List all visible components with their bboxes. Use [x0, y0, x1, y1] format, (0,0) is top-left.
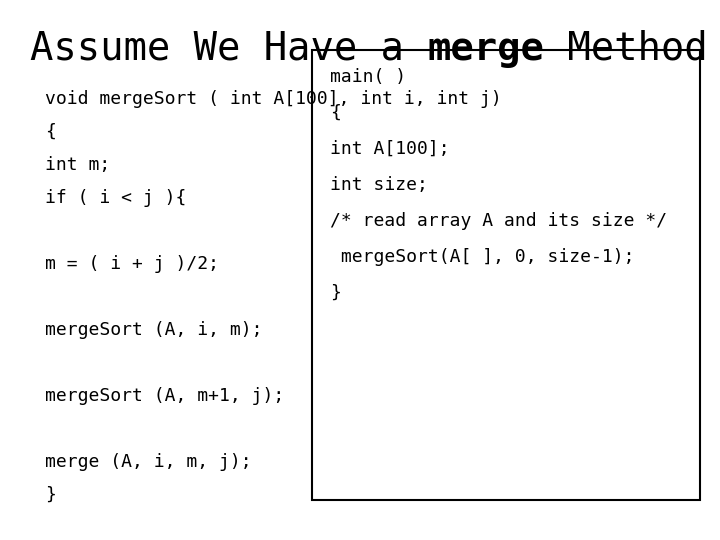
Text: {: { [45, 123, 56, 141]
Text: Assume We Have a: Assume We Have a [30, 30, 428, 68]
Text: void mergeSort ( int A[100], int i, int j): void mergeSort ( int A[100], int i, int … [45, 90, 502, 108]
Text: if ( i < j ){: if ( i < j ){ [45, 189, 186, 207]
Text: mergeSort (A, i, m);: mergeSort (A, i, m); [45, 321, 263, 339]
Text: int size;: int size; [330, 176, 428, 194]
Text: m = ( i + j )/2;: m = ( i + j )/2; [45, 255, 219, 273]
Text: /* read array A and its size */: /* read array A and its size */ [330, 212, 667, 230]
Text: Method: Method [544, 30, 708, 68]
Text: int A[100];: int A[100]; [330, 140, 449, 158]
Text: }: } [45, 486, 56, 504]
Text: main( ): main( ) [330, 68, 406, 86]
Text: {: { [330, 104, 341, 122]
Text: mergeSort(A[ ], 0, size-1);: mergeSort(A[ ], 0, size-1); [330, 248, 634, 266]
Text: int m;: int m; [45, 156, 110, 174]
Text: mergeSort (A, m+1, j);: mergeSort (A, m+1, j); [45, 387, 284, 405]
Text: merge: merge [428, 30, 544, 68]
Text: merge (A, i, m, j);: merge (A, i, m, j); [45, 453, 251, 471]
Bar [312, 50, 700, 500]
Text: }: } [330, 284, 341, 302]
